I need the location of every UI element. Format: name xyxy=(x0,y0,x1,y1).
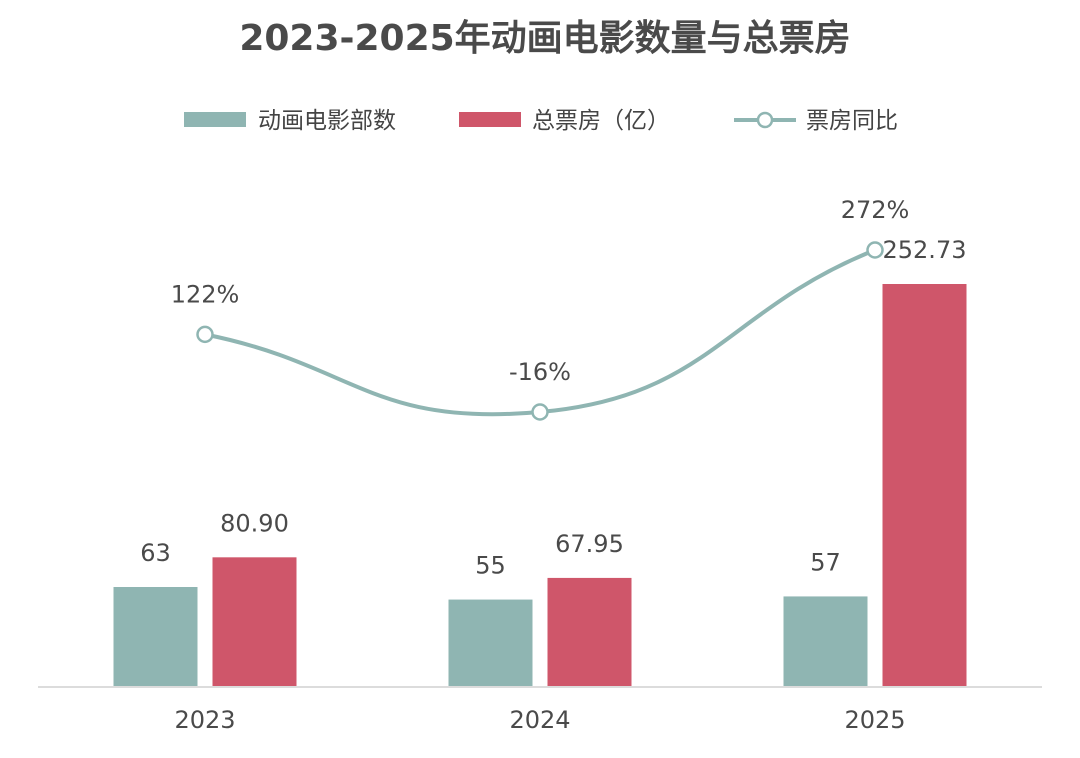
legend-swatch-box-office xyxy=(459,112,521,127)
legend-item-films[interactable]: 动画电影部数 xyxy=(184,108,396,134)
label-films-2023: 63 xyxy=(140,539,171,567)
label-box-office-2025: 252.73 xyxy=(883,236,967,264)
bar-films-2025 xyxy=(783,596,868,686)
chart-title: 2023-2025年动画电影数量与总票房 xyxy=(239,18,850,59)
legend-marker-yoy xyxy=(756,111,774,129)
label-yoy-2025: 272% xyxy=(841,196,910,224)
point-yoy-2023 xyxy=(196,325,214,344)
label-yoy-2024: -16% xyxy=(509,358,571,386)
line-layer xyxy=(196,241,884,421)
x-tick-2025: 2025 xyxy=(844,706,905,734)
legend-item-box-office[interactable]: 总票房（亿） xyxy=(459,108,670,134)
bar-films-2024 xyxy=(448,599,533,686)
label-box-office-2024: 67.95 xyxy=(555,530,624,558)
label-yoy-2023: 122% xyxy=(171,280,240,308)
labels-layer: 63 80.90 2023 55 67.95 2024 57 252.73 2025 122% -1… xyxy=(140,196,966,734)
label-films-2024: 55 xyxy=(475,552,506,580)
legend-label-films: 动画电影部数 xyxy=(258,108,396,134)
legend-item-yoy[interactable]: 票房同比 xyxy=(734,108,898,134)
bar-box-office-2023 xyxy=(212,557,297,686)
point-yoy-2024 xyxy=(531,403,549,421)
legend-label-yoy: 票房同比 xyxy=(806,108,898,134)
bar-films-2023 xyxy=(113,587,198,686)
point-yoy-2025 xyxy=(866,241,884,259)
legend-swatch-films xyxy=(184,112,246,127)
bars-layer xyxy=(113,284,967,686)
line-yoy xyxy=(204,248,876,417)
legend: 动画电影部数 总票房（亿） 票房同比 xyxy=(184,108,898,134)
bar-box-office-2025 xyxy=(882,284,967,686)
x-tick-2023: 2023 xyxy=(174,706,235,734)
label-box-office-2023: 80.90 xyxy=(220,509,289,537)
label-films-2025: 57 xyxy=(810,548,841,576)
bar-box-office-2024 xyxy=(547,577,632,686)
legend-label-box-office: 总票房（亿） xyxy=(532,108,670,134)
x-tick-2024: 2024 xyxy=(509,706,570,734)
